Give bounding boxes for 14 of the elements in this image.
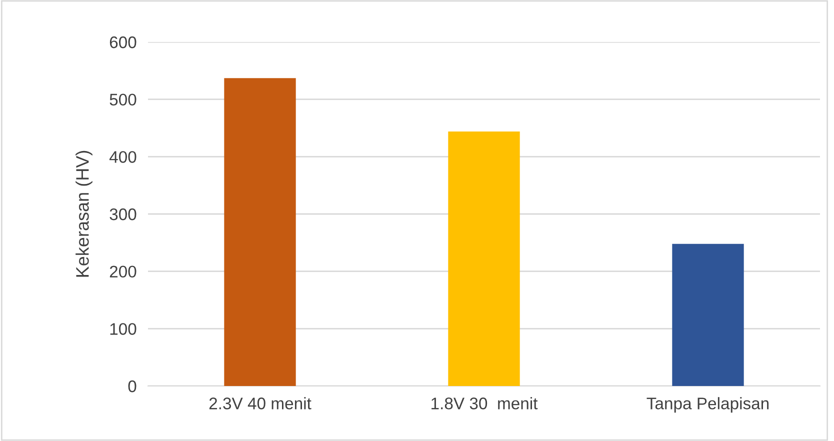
bar xyxy=(672,244,744,386)
bar xyxy=(224,78,296,386)
y-tick-label: 0 xyxy=(128,380,136,392)
y-tick-label: 600 xyxy=(110,36,136,48)
y-tick-label: 400 xyxy=(109,151,136,163)
y-tick-label: 100 xyxy=(110,323,136,335)
y-tick-label: 500 xyxy=(110,94,136,106)
y-tick-label: 200 xyxy=(110,266,136,278)
x-tick-label: 1.8V 30 menit xyxy=(432,397,538,410)
y-tick-label: 300 xyxy=(110,208,136,220)
bar xyxy=(448,131,520,386)
x-tick-label: Tanpa Pelapisan xyxy=(646,397,769,413)
x-tick-label: 2.3V 40 menit xyxy=(209,397,312,410)
y-axis-title: Kekerasan (HV) xyxy=(76,150,92,277)
